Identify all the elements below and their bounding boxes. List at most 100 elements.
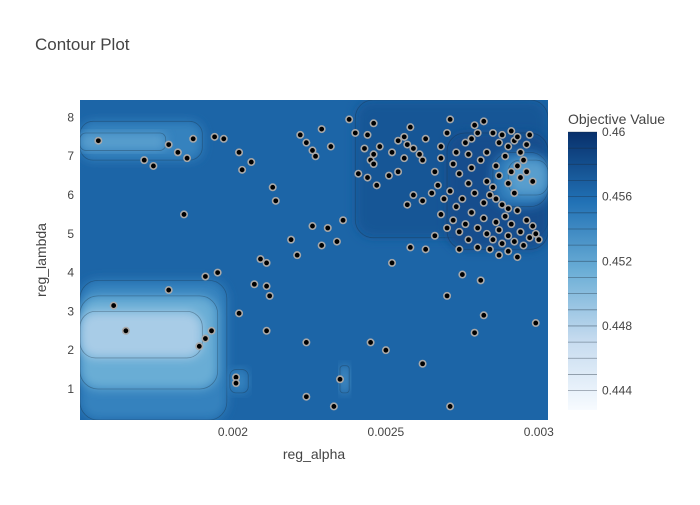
y-tick-label: 7 bbox=[67, 149, 74, 163]
trial-point bbox=[516, 173, 525, 182]
contour-line bbox=[80, 132, 167, 151]
colorbar-tick-label: 0.452 bbox=[602, 254, 632, 268]
trial-point bbox=[473, 224, 482, 233]
colorbar-ticks: 0.46 0.456 0.452 0.448 0.444 bbox=[602, 125, 632, 398]
trial-point bbox=[485, 245, 494, 254]
x-tick-label: 0.0025 bbox=[368, 425, 405, 439]
trial-point bbox=[164, 286, 173, 295]
colorbar-level-lines bbox=[568, 131, 597, 392]
trial-point bbox=[467, 208, 476, 217]
trial-point bbox=[461, 138, 470, 147]
trial-point bbox=[504, 231, 513, 240]
trial-point bbox=[375, 142, 384, 151]
trial-point bbox=[504, 204, 513, 213]
trial-point bbox=[394, 167, 403, 176]
trial-point bbox=[369, 119, 378, 128]
trial-point bbox=[308, 222, 317, 231]
trial-point bbox=[201, 272, 210, 281]
trial-point bbox=[339, 216, 348, 225]
trial-point bbox=[504, 142, 513, 151]
trial-point bbox=[452, 202, 461, 211]
colorbar-title: Objective Value bbox=[568, 111, 665, 127]
trial-point bbox=[183, 154, 192, 163]
trial-point bbox=[406, 123, 415, 132]
y-tick-label: 8 bbox=[67, 110, 74, 124]
trial-point bbox=[363, 173, 372, 182]
trial-point bbox=[467, 134, 476, 143]
trial-point bbox=[268, 183, 277, 192]
trial-point bbox=[403, 140, 412, 149]
trial-point bbox=[519, 241, 528, 250]
trial-point bbox=[418, 359, 427, 368]
trial-point bbox=[510, 237, 519, 246]
trial-point bbox=[189, 134, 198, 143]
contour-line bbox=[80, 310, 203, 359]
trial-point bbox=[458, 270, 467, 279]
trial-point bbox=[473, 243, 482, 252]
trial-point bbox=[513, 132, 522, 141]
trial-point bbox=[498, 239, 507, 248]
trial-point bbox=[121, 326, 130, 335]
colorbar-tick-label: 0.448 bbox=[602, 319, 632, 333]
trial-point bbox=[473, 128, 482, 137]
trial-point bbox=[369, 160, 378, 169]
trial-point bbox=[372, 181, 381, 190]
trial-point bbox=[452, 148, 461, 157]
trial-point bbox=[455, 227, 464, 236]
trial-point bbox=[498, 200, 507, 209]
trial-point bbox=[265, 291, 274, 300]
trial-point bbox=[409, 144, 418, 153]
trial-point bbox=[443, 291, 452, 300]
trial-point bbox=[406, 243, 415, 252]
trial-point bbox=[534, 235, 543, 244]
trial-point bbox=[207, 326, 216, 335]
trial-point bbox=[501, 212, 510, 221]
colorbar-tick-label: 0.46 bbox=[602, 125, 626, 139]
trial-point bbox=[470, 328, 479, 337]
trial-point bbox=[235, 148, 244, 157]
trial-point bbox=[345, 115, 354, 124]
contour-line bbox=[229, 369, 249, 394]
trial-point bbox=[495, 138, 504, 147]
trial-point bbox=[513, 161, 522, 170]
trial-point bbox=[387, 258, 396, 267]
trial-point bbox=[464, 179, 473, 188]
trial-point bbox=[482, 177, 491, 186]
y-tick-label: 1 bbox=[67, 382, 74, 396]
trial-point bbox=[433, 181, 442, 190]
y-axis-ticks: 1 2 3 4 5 6 7 8 bbox=[67, 110, 74, 396]
contour-line bbox=[80, 279, 228, 420]
trial-point bbox=[528, 222, 537, 231]
trial-point bbox=[326, 142, 335, 151]
trial-point bbox=[293, 251, 302, 260]
trial-point bbox=[488, 183, 497, 192]
trial-point bbox=[522, 140, 531, 149]
trial-point bbox=[400, 154, 409, 163]
trial-point bbox=[522, 216, 531, 225]
trial-point bbox=[400, 132, 409, 141]
trial-point bbox=[519, 156, 528, 165]
trial-point bbox=[213, 268, 222, 277]
trial-point bbox=[485, 191, 494, 200]
trial-point bbox=[387, 148, 396, 157]
colorbar-tick-label: 0.456 bbox=[602, 190, 632, 204]
trial-point bbox=[369, 150, 378, 159]
trial-point bbox=[140, 156, 149, 165]
trial-point bbox=[513, 206, 522, 215]
trial-point bbox=[479, 117, 488, 126]
trial-point bbox=[498, 130, 507, 139]
plot-area bbox=[80, 100, 548, 420]
trial-point bbox=[430, 231, 439, 240]
trial-point bbox=[164, 140, 173, 149]
trial-point bbox=[528, 177, 537, 186]
trial-point bbox=[446, 402, 455, 411]
trial-point bbox=[250, 280, 259, 289]
trial-point bbox=[302, 392, 311, 401]
trial-point bbox=[479, 311, 488, 320]
trial-point bbox=[482, 229, 491, 238]
trial-point bbox=[531, 319, 540, 328]
trial-point bbox=[476, 156, 485, 165]
trial-point bbox=[238, 165, 247, 174]
trial-point bbox=[455, 169, 464, 178]
